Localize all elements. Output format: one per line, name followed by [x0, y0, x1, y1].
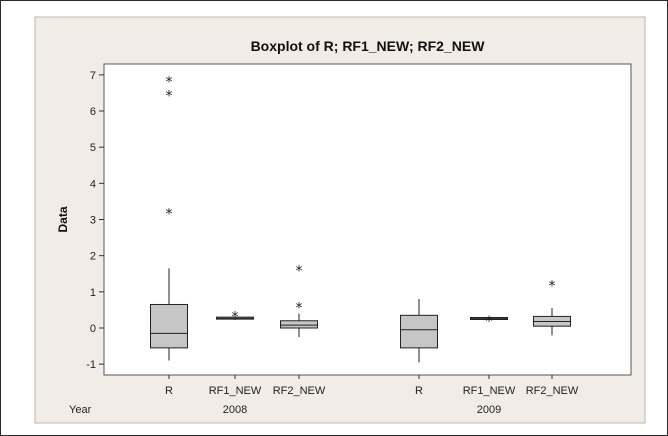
- x-group-label: 2009: [477, 404, 501, 416]
- box-r-2009: [400, 299, 438, 363]
- outlier-marker: *: [166, 89, 173, 105]
- y-tick-label: 5: [90, 142, 96, 154]
- y-tick-label: -1: [86, 359, 96, 371]
- y-tick-label: 7: [90, 70, 96, 82]
- x-category-label: R: [165, 385, 173, 397]
- x-category-label: RF1_NEW: [209, 385, 262, 397]
- y-tick-label: 3: [90, 215, 96, 227]
- x-category-label: RF2_NEW: [273, 385, 326, 397]
- box-iqr: [280, 320, 318, 329]
- y-tick-label: 6: [90, 106, 96, 118]
- outlier-marker: *: [549, 279, 556, 295]
- box-rf2-new-2008: **: [280, 263, 318, 338]
- boxes: ********: [150, 74, 571, 363]
- y-tick-label: 4: [90, 178, 96, 190]
- y-tick-label: 1: [90, 287, 96, 299]
- x-category-label: RF2_NEW: [526, 385, 579, 397]
- outlier-marker: *: [486, 314, 493, 330]
- outlier-marker: *: [166, 74, 173, 90]
- outlier-marker: *: [232, 309, 239, 325]
- chart-title: Boxplot of R; RF1_NEW; RF2_NEW: [251, 38, 486, 54]
- box-r-2008: ***: [150, 74, 188, 361]
- y-tick-label: 2: [90, 251, 96, 263]
- x-category-label: R: [415, 385, 423, 397]
- box-iqr: [150, 303, 188, 349]
- box-iqr: [400, 314, 438, 349]
- y-tick-label: 0: [90, 323, 96, 335]
- box-rf1-new-2008: *: [216, 309, 254, 325]
- outlier-marker: *: [166, 206, 173, 222]
- x-group-label: 2008: [223, 404, 247, 416]
- group-row-label: Year: [69, 404, 92, 416]
- box-rf2-new-2009: *: [533, 279, 571, 336]
- x-axis-labels: R RF1_NEW RF2_NEW 2008 R RF1_NEW RF2_NEW 2009: [165, 375, 579, 416]
- y-axis: -1 0 1 2 3 4 5 6 7: [86, 70, 104, 371]
- box-rf1-new-2009: *: [470, 314, 508, 330]
- outlier-marker: *: [296, 300, 303, 316]
- y-axis-title: Data: [56, 206, 70, 232]
- outlier-marker: *: [296, 263, 303, 279]
- x-category-label: RF1_NEW: [463, 385, 516, 397]
